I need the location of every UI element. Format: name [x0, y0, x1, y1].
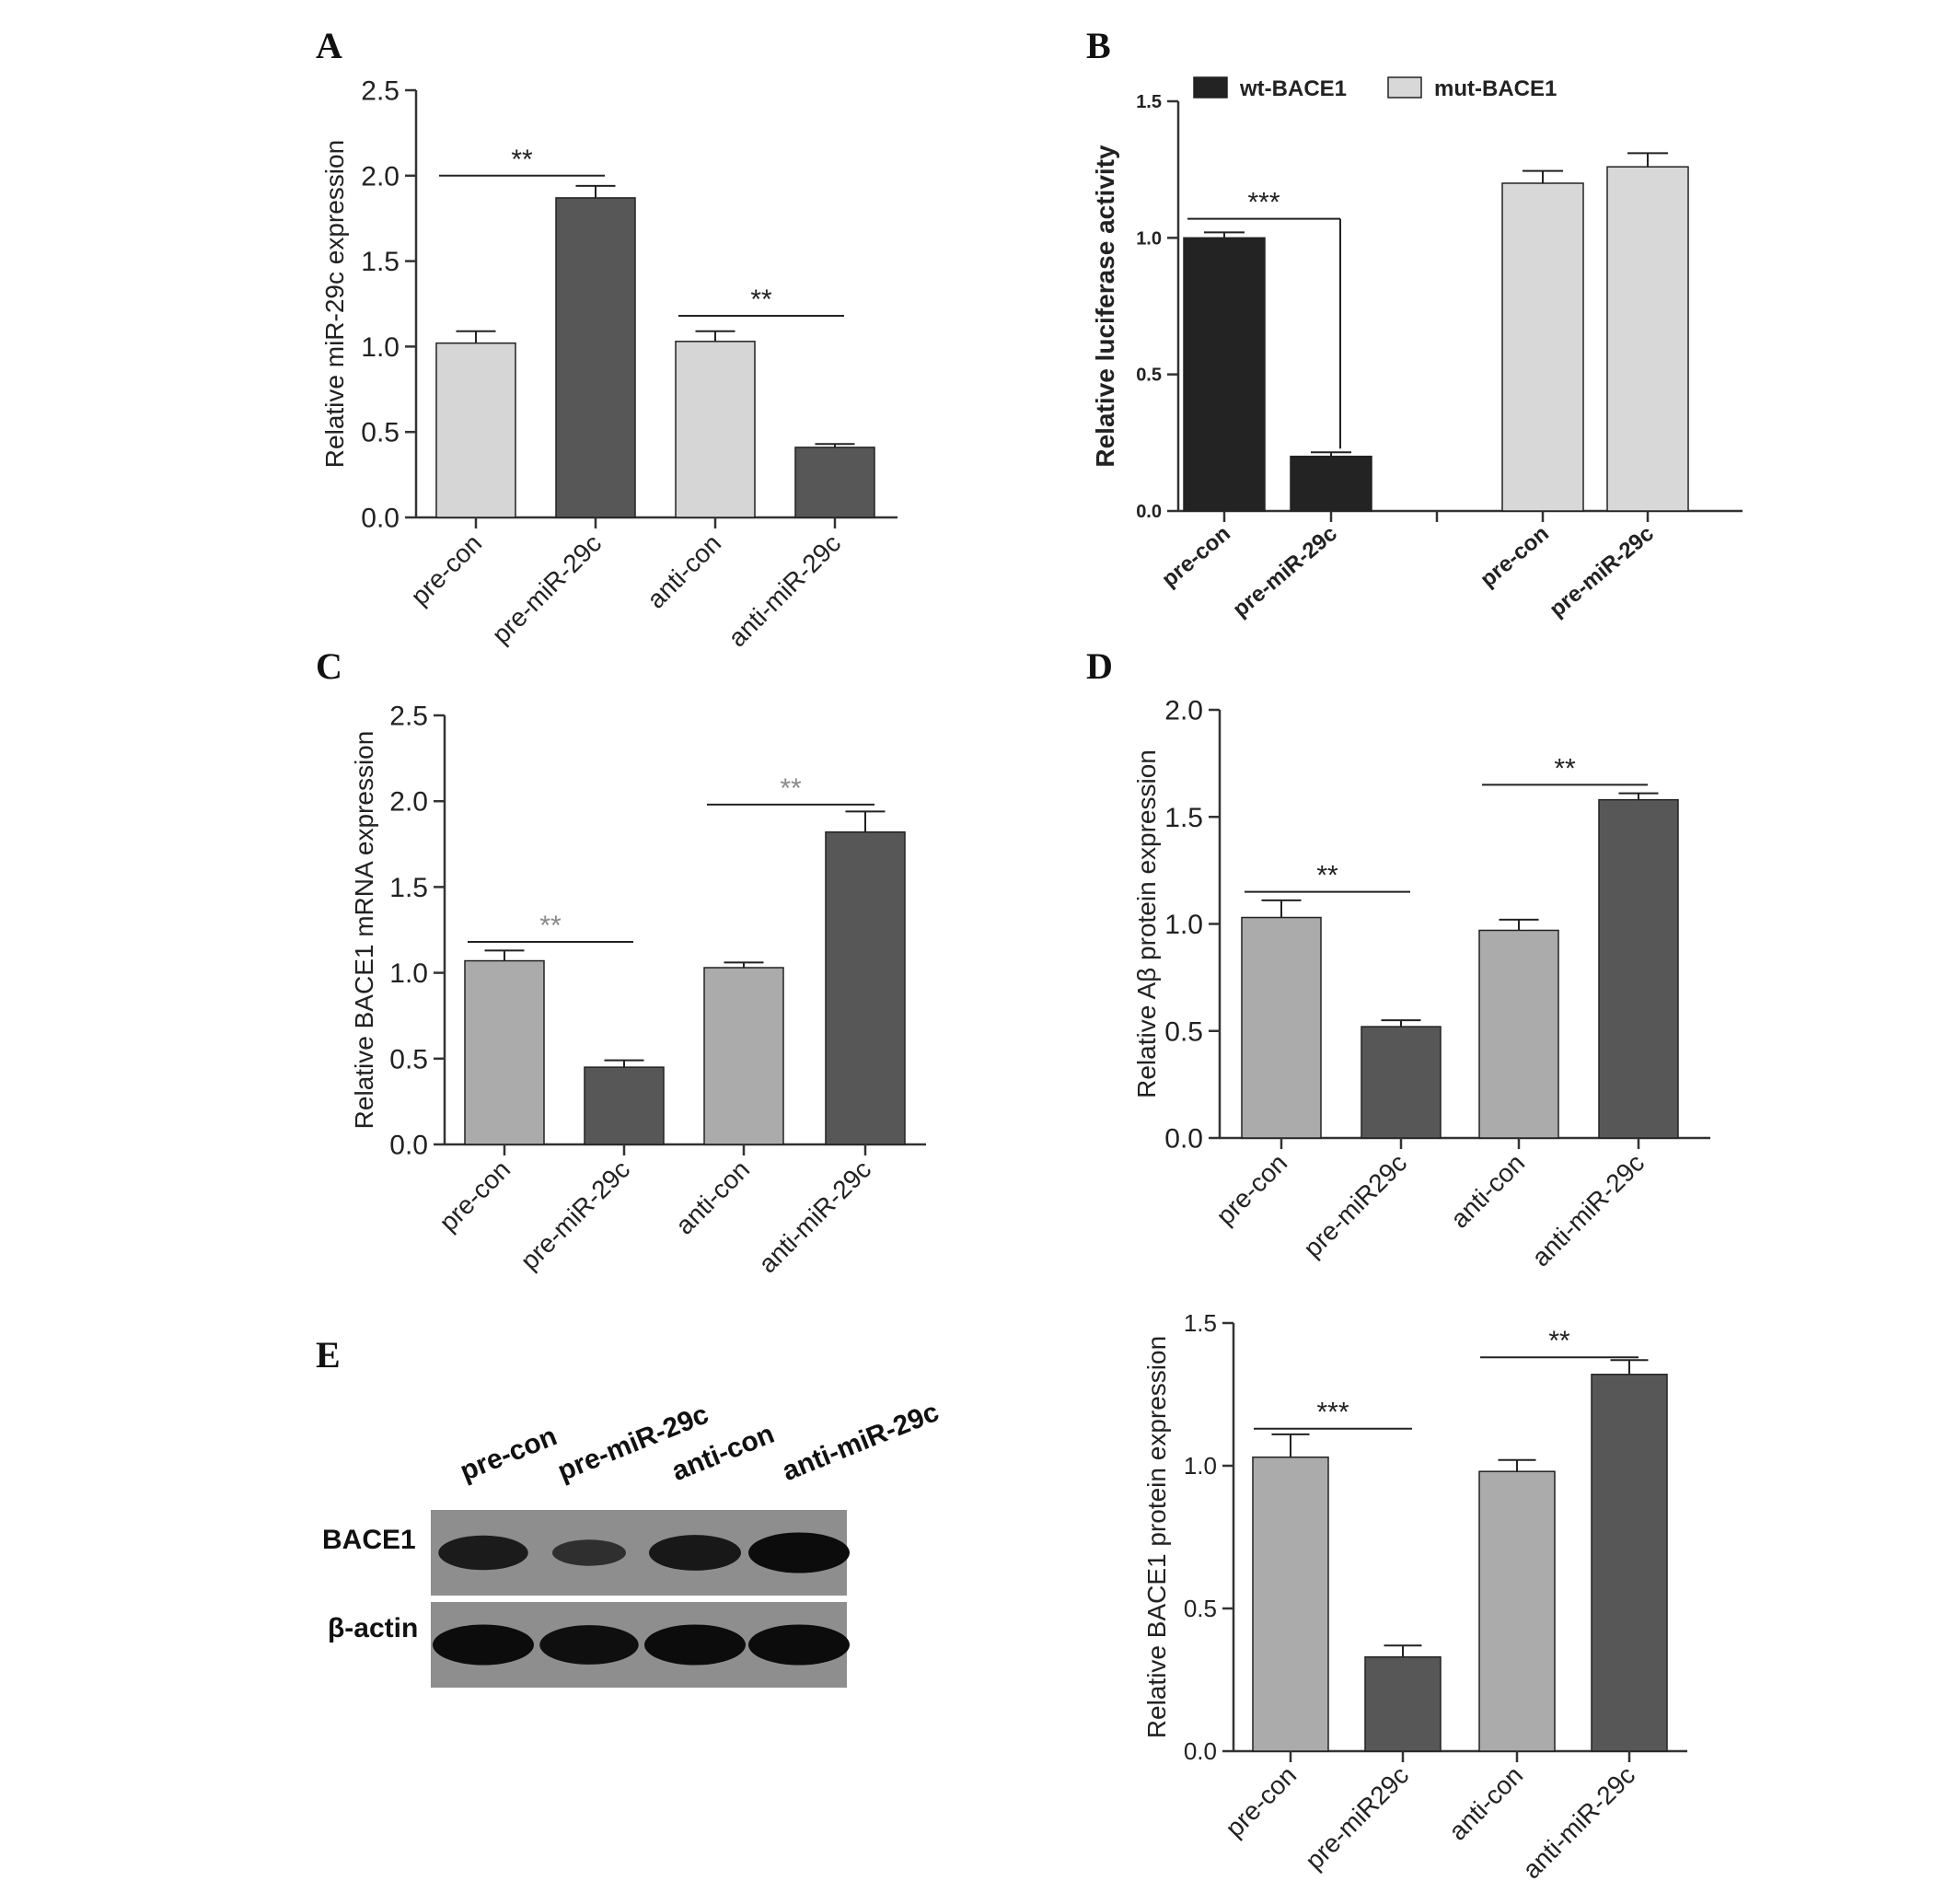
chart-d-bar [1241, 916, 1322, 1139]
chart-b-y-label: Relative luciferase activity [1091, 145, 1119, 468]
chart-e-sig-label: ** [1548, 1326, 1570, 1356]
chart-c-y-tick-label: 0.5 [389, 1044, 428, 1074]
chart-a-y-label: Relative miR-29c expression [320, 140, 349, 468]
chart-b-y-tick-label: 0.5 [1136, 366, 1162, 386]
blot-band [438, 1535, 528, 1571]
chart-b-bar [1183, 237, 1266, 512]
chart-b-bar [1290, 455, 1372, 512]
chart-c-bar [584, 1066, 665, 1145]
chart-d-y-tick-label: 0.5 [1164, 1016, 1203, 1047]
blot-band [644, 1624, 746, 1666]
chart-d-y-tick-label: 1.5 [1164, 803, 1203, 833]
chart-c-y-tick-label: 2.5 [389, 702, 428, 732]
chart-b-bar [1606, 166, 1689, 512]
chart-e-y-tick-label: 0.0 [1184, 1737, 1217, 1765]
chart-b-bar [1501, 182, 1584, 512]
chart-a-y-tick-label: 0.0 [361, 504, 400, 534]
chart-c-bar [825, 831, 906, 1145]
chart-a-y-tick-label: 0.5 [361, 418, 400, 448]
blot-row-label-bace1: BACE1 [322, 1525, 416, 1555]
chart-e-y-tick-label: 1.0 [1184, 1452, 1217, 1480]
panel-letter-a: A [316, 25, 342, 66]
chart-b-y-tick-label: 1.5 [1136, 92, 1162, 112]
chart-e-bar [1364, 1655, 1442, 1752]
chart-d-y-tick-label: 0.0 [1164, 1124, 1203, 1155]
chart-c-bar [464, 959, 545, 1145]
chart-c-y-label: Relative BACE1 mRNA expression [350, 731, 378, 1130]
chart-c-sig-label: ** [539, 911, 562, 941]
chart-d-y-label: Relative Aβ protein expression [1132, 749, 1161, 1098]
blot-band [748, 1532, 850, 1573]
chart-e-sig-label: *** [1316, 1398, 1349, 1428]
blot-band [539, 1625, 639, 1665]
blot-band [552, 1539, 626, 1566]
chart-e-bar [1591, 1374, 1668, 1752]
panel-letter-b: B [1086, 25, 1111, 66]
blot-band [649, 1535, 741, 1571]
chart-c-y-tick-label: 1.5 [389, 873, 428, 903]
chart-c-bar [703, 967, 784, 1145]
chart-b-legend-label: wt-BACE1 [1239, 76, 1347, 101]
chart-b-legend-swatch [1387, 76, 1422, 99]
chart-d-sig-label: ** [1316, 861, 1338, 891]
chart-d-y-tick-label: 2.0 [1164, 696, 1203, 726]
chart-c-y-tick-label: 2.0 [389, 787, 428, 818]
chart-a-bar [794, 447, 875, 518]
chart-c-sig-label: ** [780, 773, 802, 804]
chart-d-sig-label: ** [1554, 753, 1576, 784]
chart-a-bar [675, 341, 756, 518]
chart-d-y-tick-label: 1.0 [1164, 910, 1203, 940]
blot-separator [431, 1596, 847, 1602]
panel-letter-e: E [316, 1334, 341, 1376]
chart-b-y-tick-label: 0.0 [1136, 502, 1162, 522]
chart-d-bar [1478, 929, 1559, 1139]
chart-a-y-tick-label: 2.5 [361, 76, 400, 107]
chart-a-sig-label: ** [750, 284, 772, 315]
chart-a-sig-label: ** [511, 145, 533, 175]
chart-a-y-tick-label: 2.0 [361, 161, 400, 192]
chart-a-y-tick-label: 1.5 [361, 247, 400, 277]
panel-letter-d: D [1086, 645, 1113, 687]
chart-e-y-tick-label: 1.5 [1184, 1309, 1217, 1337]
chart-d-bar [1598, 798, 1679, 1139]
blot-row-label-actin: β-actin [328, 1613, 419, 1643]
chart-c-y-tick-label: 0.0 [389, 1131, 428, 1161]
chart-b-legend-swatch [1193, 76, 1228, 99]
panel-letter-c: C [316, 645, 342, 687]
chart-a-y-tick-label: 1.0 [361, 332, 400, 363]
chart-e-bar [1252, 1456, 1329, 1752]
chart-e-y-label: Relative BACE1 protein expression [1142, 1336, 1171, 1738]
chart-e-y-tick-label: 0.5 [1184, 1595, 1217, 1622]
chart-b-legend-label: mut-BACE1 [1434, 76, 1557, 101]
chart-b-y-tick-label: 1.0 [1136, 228, 1162, 249]
chart-e-bar [1478, 1470, 1556, 1752]
chart-b-sig-label: *** [1247, 188, 1280, 218]
blot-band [748, 1624, 850, 1666]
chart-a-bar [435, 342, 516, 518]
blot-band [433, 1624, 534, 1666]
chart-c-y-tick-label: 1.0 [389, 958, 428, 989]
chart-a-bar [555, 197, 636, 518]
